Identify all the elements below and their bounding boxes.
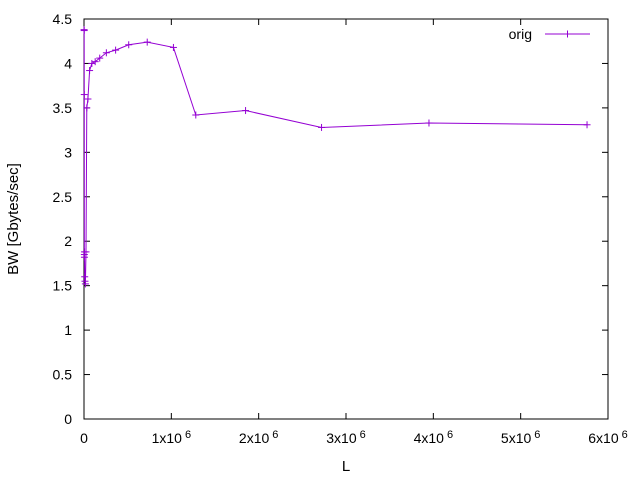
y-tick-label: 1.5	[53, 278, 73, 294]
plot-border	[83, 18, 609, 420]
data-point	[583, 121, 591, 129]
y-tick-label: 1	[64, 322, 72, 338]
data-point	[318, 123, 326, 131]
y-tick-label: 4.5	[53, 11, 73, 27]
data-point	[84, 95, 92, 103]
y-tick-label: 3.5	[53, 100, 73, 116]
data-point	[112, 46, 120, 54]
data-point	[242, 107, 250, 115]
data-point	[96, 54, 104, 62]
y-tick-label: 4	[64, 55, 72, 71]
x-tick-label: 5x10 6	[501, 429, 540, 446]
y-tick-label: 0.5	[53, 367, 73, 383]
data-point	[125, 41, 133, 49]
x-axis-title: L	[342, 458, 350, 475]
legend-label-orig: orig	[509, 26, 532, 42]
x-tick-label: 2x10 6	[239, 429, 278, 446]
data-point	[82, 248, 90, 256]
legend-marker-orig	[564, 30, 571, 38]
series-layer	[80, 26, 591, 288]
data-point	[88, 59, 96, 67]
data-point	[143, 38, 151, 46]
y-tick-label: 2	[64, 233, 72, 249]
series-line-orig	[83, 29, 588, 284]
y-tick-label: 2.5	[53, 189, 73, 205]
data-point	[80, 91, 88, 99]
y-axis: 0 0.5 1 1.5 2 2.5 3 3.5 4 4.5	[53, 11, 608, 427]
data-point	[83, 104, 91, 112]
data-point	[91, 58, 99, 66]
x-axis: 0 1x10 6 2x10 6 3x10 6 4x10 6 5x10 6 6x10 6	[80, 19, 628, 446]
data-point	[169, 43, 177, 51]
data-point	[192, 111, 200, 119]
legend-plus-marker	[564, 30, 571, 38]
data-point	[86, 67, 94, 75]
y-tick-label: 0	[64, 411, 72, 427]
y-tick-label: 3	[64, 144, 72, 160]
data-point	[80, 27, 88, 35]
y-axis-title: BW [Gbytes/sec]	[5, 163, 22, 275]
data-point	[102, 49, 110, 57]
x-tick-label: 1x10 6	[152, 429, 191, 446]
x-tick-label: 0	[80, 430, 88, 446]
x-tick-label: 4x10 6	[414, 429, 453, 446]
data-point	[425, 119, 433, 127]
data-point	[81, 280, 89, 288]
x-tick-label: 3x10 6	[326, 429, 365, 446]
x-tick-label: 6x10 6	[588, 429, 627, 446]
legend: orig	[509, 26, 590, 42]
